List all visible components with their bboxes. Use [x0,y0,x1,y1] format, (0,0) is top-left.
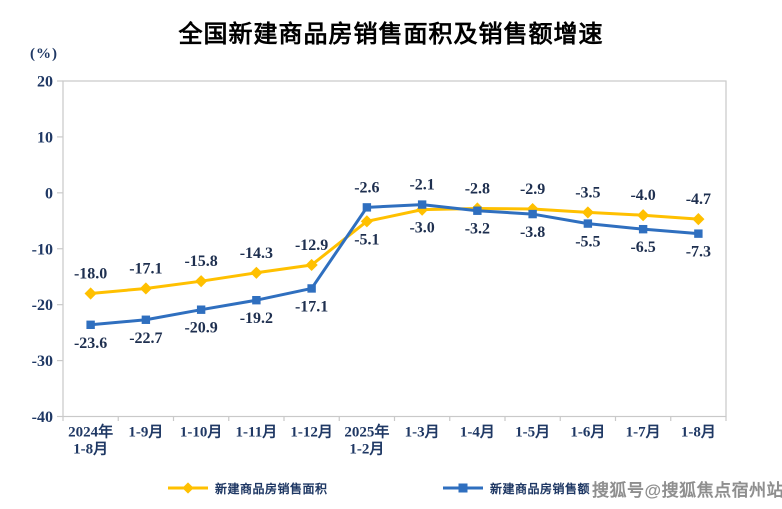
square-marker-icon [528,209,537,219]
data-label: -2.1 [409,177,434,194]
y-tick-label: 10 [37,129,53,146]
data-label: -4.0 [630,187,655,204]
legend-item-sales-amount: 新建商品房销售额 [443,478,590,498]
x-category-label: 1-4月 [460,424,495,441]
x-category-label: 2024年 1-8月 [68,423,113,458]
data-label: -7.3 [686,244,711,261]
data-label: -4.7 [686,191,711,208]
diamond-marker-icon [692,213,705,226]
data-label: -5.5 [575,234,600,251]
data-label: -20.9 [184,320,217,337]
series-line-1 [90,203,699,327]
y-tick-label: -30 [32,353,53,370]
data-label: -15.8 [184,253,217,270]
square-marker-icon [86,320,95,329]
square-marker-icon [417,200,427,209]
data-label: -12.9 [295,237,328,254]
data-label: -14.3 [240,245,273,262]
x-category-label: 1-7月 [626,424,661,441]
data-label: -2.8 [465,180,490,197]
data-label: -3.0 [409,220,434,237]
square-marker-icon [141,315,151,324]
data-label: -2.9 [520,181,545,198]
y-tick-label: 20 [37,74,53,91]
plot-border [62,80,727,418]
legend: 新建商品房销售面积 新建商品房销售额 [0,478,782,500]
x-category-label: 1-9月 [128,424,163,441]
square-marker-icon [473,206,482,215]
diamond-marker-icon [305,258,318,272]
y-axis-unit-label: (%) [30,46,58,62]
x-category-label: 1-11月 [236,424,278,441]
x-category-label: 1-10月 [180,424,223,441]
data-label: -6.5 [630,239,655,256]
x-category-label: 1-12月 [290,424,333,441]
x-category-label: 1-6月 [570,424,605,441]
x-category-label: 2025年 1-2月 [344,423,389,458]
diamond-marker-icon [250,266,263,279]
data-label: -5.1 [354,231,379,248]
diamond-marker-icon [360,215,373,228]
legend-label-sales-amount: 新建商品房销售额 [490,481,591,496]
data-label: -2.6 [354,179,379,196]
square-marker-icon [583,219,593,228]
legend-label-sales-area: 新建商品房销售面积 [215,481,328,496]
data-label: -22.7 [129,330,162,347]
sales-area-line-marker-icon [168,482,208,494]
square-marker-icon [252,295,261,305]
data-label: -17.1 [295,298,328,315]
diamond-marker-icon [637,209,650,222]
x-category-label: 1-3月 [405,424,440,441]
diamond-marker-icon [84,287,97,300]
y-tick-label: 0 [45,185,53,202]
watermark: 搜狐号@搜狐焦点宿州站 [592,481,782,500]
data-label: -3.8 [520,224,545,241]
diamond-marker-icon [139,282,152,295]
y-tick-label: -20 [32,297,53,314]
legend-item-sales-area: 新建商品房销售面积 [168,478,328,498]
x-category-label: 1-5月 [515,424,550,441]
square-marker-icon [694,229,703,238]
square-marker-icon [196,305,206,314]
y-tick-label: -10 [32,241,53,258]
data-label: -23.6 [74,335,107,352]
diamond-marker-icon [581,206,594,219]
chart-title: 全国新建商品房销售面积及销售额增速 [178,21,604,48]
data-label: -3.2 [465,221,490,238]
sales-amount-line-marker-icon [443,482,483,494]
diamond-marker-icon [195,275,208,288]
series-line-0 [90,206,699,295]
square-marker-icon [638,224,648,234]
data-label: -17.1 [129,260,162,277]
x-category-label: 1-8月 [681,424,716,441]
data-label: -18.0 [74,265,107,282]
data-label: -3.5 [575,184,600,201]
square-marker-icon [307,284,316,293]
data-label: -19.2 [240,310,273,327]
square-marker-icon [362,203,372,212]
y-tick-label: -40 [32,409,53,426]
